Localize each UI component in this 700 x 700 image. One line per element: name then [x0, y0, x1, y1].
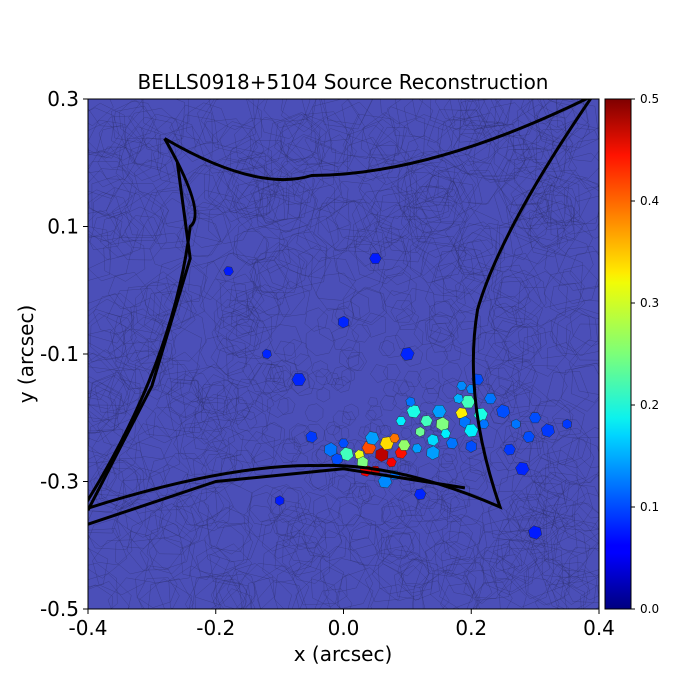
caustic-outer-segment	[88, 467, 466, 526]
source-pixel	[478, 419, 490, 430]
source-pixel	[365, 431, 380, 445]
voronoi-mesh	[88, 99, 599, 609]
source-pixel	[528, 412, 542, 424]
source-pixel	[223, 266, 234, 277]
source-pixel	[395, 416, 407, 426]
source-pixel	[413, 488, 427, 501]
source-pixel	[420, 415, 433, 427]
x-tick-label: -0.4	[68, 616, 107, 640]
x-tick-label: 0.0	[328, 616, 360, 640]
source-pixel	[400, 347, 415, 361]
source-pixel	[432, 405, 447, 418]
source-pixel	[337, 315, 350, 329]
plot-area	[88, 99, 599, 609]
x-tick-label: 0.4	[583, 616, 615, 640]
source-pixel	[465, 440, 477, 453]
source-pixel	[455, 407, 468, 420]
source-pixel	[405, 396, 416, 407]
colorbar-tick-label: 0.5	[640, 92, 659, 106]
colorbar-tick-label: 0.4	[640, 194, 659, 208]
colorbar-tick-label: 0.3	[640, 296, 659, 310]
y-axis-ticks: 0.3 0.1 -0.1 -0.3 -0.5	[40, 87, 88, 621]
source-pixel	[426, 433, 439, 447]
source-pixel	[496, 404, 511, 419]
source-pixel	[456, 380, 467, 391]
x-axis-label: x (arcsec)	[294, 642, 393, 666]
mesh-cells	[88, 99, 599, 609]
source-pixel	[397, 439, 411, 451]
y-tick-label: -0.3	[40, 470, 79, 494]
colorbar	[604, 98, 632, 610]
source-pixel	[415, 426, 425, 438]
source-pixel	[484, 393, 497, 404]
chart-title: BELLS0918+5104 Source Reconstruction	[138, 70, 549, 94]
caustic-astroid	[88, 99, 593, 510]
source-pixel	[426, 445, 440, 461]
source-pixel	[389, 433, 400, 444]
y-axis-label: y (arcsec)	[14, 305, 38, 404]
source-pixel	[411, 443, 423, 454]
source-pixel	[338, 438, 349, 448]
colorbar-tick-label: 0.1	[640, 500, 659, 514]
source-pixel	[261, 348, 272, 360]
source-pixel	[453, 393, 464, 404]
source-pixel	[440, 428, 451, 439]
colorbar-tick-label: 0.2	[640, 398, 659, 412]
source-pixel	[503, 443, 516, 456]
source-pixel	[305, 430, 318, 443]
source-pixel	[540, 423, 555, 438]
source-pixels	[223, 252, 572, 540]
caustic-curves	[88, 99, 593, 526]
y-tick-label: -0.1	[40, 342, 79, 366]
source-pixel	[291, 373, 307, 386]
y-tick-label: 0.3	[47, 87, 79, 111]
source-pixel	[274, 495, 285, 506]
source-pixel	[528, 525, 543, 540]
caustic-outer-segment	[88, 162, 192, 511]
source-pixel	[511, 418, 521, 430]
source-pixel	[369, 252, 382, 264]
colorbar-ticks: 0.5 0.4 0.3 0.2 0.1 0.0	[631, 92, 659, 616]
x-tick-label: -0.2	[196, 616, 235, 640]
source-pixel	[339, 447, 354, 462]
colorbar-tick-label: 0.0	[640, 602, 659, 616]
source-pixel	[445, 437, 459, 450]
source-pixel	[522, 431, 535, 443]
source-pixel	[375, 447, 389, 462]
y-tick-label: 0.1	[47, 215, 79, 239]
source-pixel	[324, 442, 338, 457]
source-pixel	[562, 418, 572, 430]
y-tick-label: -0.5	[40, 597, 79, 621]
x-axis-ticks: -0.4 -0.2 0.0 0.2 0.4	[68, 609, 615, 640]
source-pixel	[515, 461, 530, 476]
x-tick-label: 0.2	[455, 616, 487, 640]
source-pixel	[386, 457, 397, 468]
